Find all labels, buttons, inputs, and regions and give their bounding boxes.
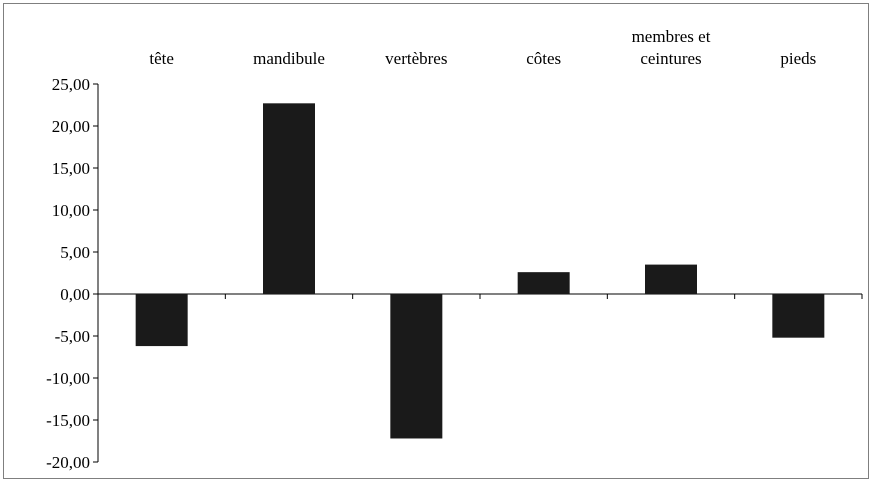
- bar: [517, 272, 570, 294]
- labels: 25,00 20,00 15,00 10,00 5,00 0,00 -5,00 -10,00 -…: [46, 27, 816, 472]
- bar: [645, 264, 697, 294]
- y-tick-label: 20,00: [52, 117, 90, 136]
- category-label: ceintures: [640, 49, 701, 68]
- y-tick-label: 15,00: [52, 159, 90, 178]
- category-label: côtes: [526, 49, 561, 68]
- bar: [772, 294, 825, 338]
- bar: [263, 103, 315, 294]
- axes: [93, 83, 863, 463]
- category-label: mandibule: [253, 49, 325, 68]
- y-tick-label: 10,00: [52, 201, 90, 220]
- y-tick-label: 0,00: [60, 285, 90, 304]
- y-tick-label: -5,00: [55, 327, 90, 346]
- y-tick-label: -20,00: [46, 453, 90, 472]
- bar: [135, 294, 188, 347]
- category-label: vertèbres: [385, 49, 447, 68]
- category-label: membres et: [632, 27, 711, 46]
- bars: [135, 103, 825, 439]
- y-tick-label: 5,00: [60, 243, 90, 262]
- category-label: pieds: [780, 49, 816, 68]
- y-tick-label: -10,00: [46, 369, 90, 388]
- bar: [390, 294, 443, 439]
- category-label: tête: [149, 49, 174, 68]
- y-tick-label: -15,00: [46, 411, 90, 430]
- y-tick-label: 25,00: [52, 75, 90, 94]
